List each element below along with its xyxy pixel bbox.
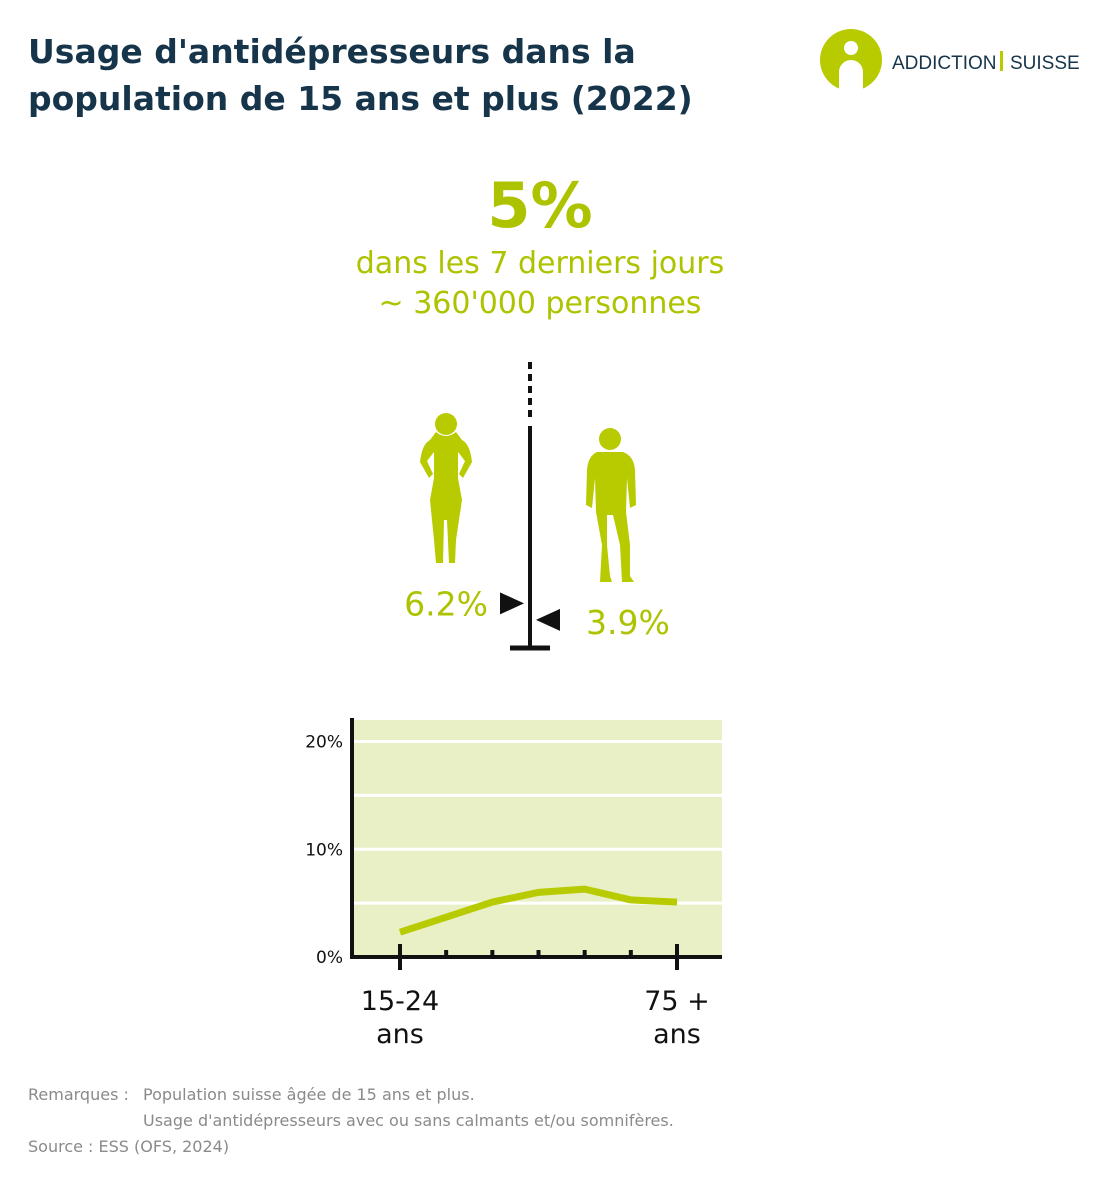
y-tick-label: 20% [305, 733, 343, 753]
logo-dot [844, 41, 858, 55]
headline-line: dans les 7 derniers jours [356, 246, 724, 281]
man-icon [586, 428, 636, 582]
y-tick-label: 10% [305, 840, 343, 860]
marker-label: 6.2% [404, 584, 488, 623]
notes-line: Population suisse âgée de 15 ans et plus… [143, 1085, 475, 1104]
marker-arrow [536, 608, 560, 631]
marker-label: 3.9% [586, 603, 670, 642]
notes-label: Remarques : [28, 1085, 129, 1104]
y-tick-label: 0% [316, 948, 343, 968]
title-line: Usage d'antidépresseurs dans la [28, 32, 636, 71]
data-line [398, 885, 678, 936]
x-tick-label: 75 + ans [644, 986, 710, 1050]
x-tick-label: 15-24 ans [361, 986, 439, 1050]
plot-background [354, 720, 722, 957]
logo: ADDICTION SUISSE [820, 29, 1080, 91]
source: Source : ESS (OFS, 2024) [28, 1137, 229, 1156]
logo-separator [1000, 51, 1003, 71]
woman-icon [420, 413, 472, 563]
headline-line: ~ 360'000 personnes [379, 286, 702, 321]
marker-arrow [500, 592, 524, 615]
logo-text: ADDICTION [892, 53, 997, 74]
title-line: population de 15 ans et plus (2022) [28, 79, 693, 118]
headline-value: 5% [487, 169, 592, 242]
logo-text: SUISSE [1010, 53, 1080, 74]
notes-line: Usage d'antidépresseurs avec ou sans cal… [143, 1111, 674, 1130]
logo-body [839, 60, 863, 91]
